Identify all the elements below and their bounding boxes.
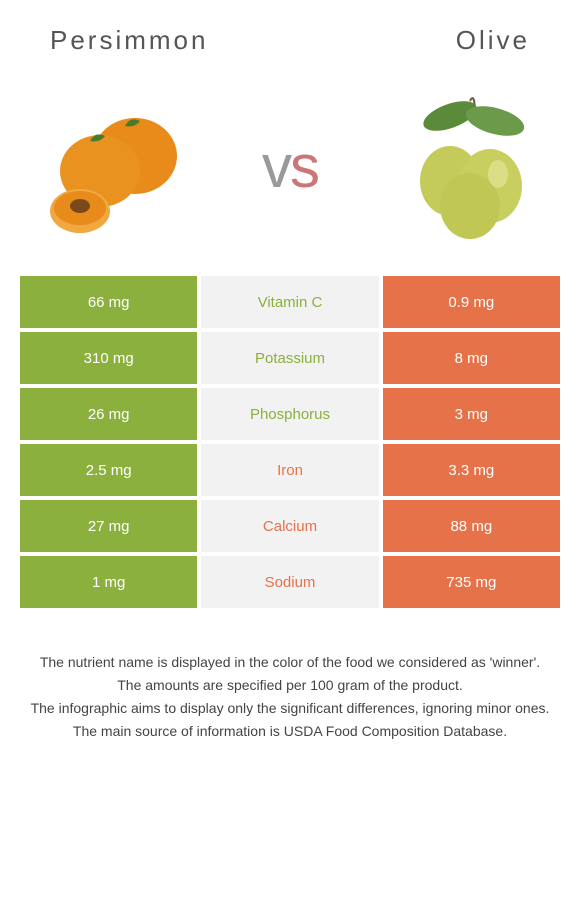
table-row: 66 mgVitamin C0.9 mg xyxy=(20,276,560,328)
nutrient-label: Calcium xyxy=(201,500,378,552)
header: Persimmon Olive xyxy=(0,0,580,66)
left-value: 310 mg xyxy=(20,332,197,384)
table-row: 310 mgPotassium8 mg xyxy=(20,332,560,384)
table-row: 1 mgSodium735 mg xyxy=(20,556,560,608)
nutrient-label: Potassium xyxy=(201,332,378,384)
left-value: 66 mg xyxy=(20,276,197,328)
footer-notes: The nutrient name is displayed in the co… xyxy=(0,612,580,742)
olive-image xyxy=(380,86,550,246)
nutrient-table: 66 mgVitamin C0.9 mg310 mgPotassium8 mg2… xyxy=(0,276,580,608)
footer-line: The main source of information is USDA F… xyxy=(20,721,560,742)
right-value: 735 mg xyxy=(383,556,560,608)
left-value: 1 mg xyxy=(20,556,197,608)
left-value: 2.5 mg xyxy=(20,444,197,496)
right-value: 8 mg xyxy=(383,332,560,384)
footer-line: The nutrient name is displayed in the co… xyxy=(20,652,560,673)
table-row: 26 mgPhosphorus3 mg xyxy=(20,388,560,440)
left-value: 26 mg xyxy=(20,388,197,440)
images-row: vs xyxy=(0,66,580,276)
right-value: 88 mg xyxy=(383,500,560,552)
nutrient-label: Phosphorus xyxy=(201,388,378,440)
left-value: 27 mg xyxy=(20,500,197,552)
right-value: 0.9 mg xyxy=(383,276,560,328)
persimmon-image xyxy=(30,86,200,246)
nutrient-label: Sodium xyxy=(201,556,378,608)
table-row: 2.5 mgIron3.3 mg xyxy=(20,444,560,496)
right-food-title: Olive xyxy=(456,25,530,56)
left-food-title: Persimmon xyxy=(50,25,208,56)
nutrient-label: Vitamin C xyxy=(201,276,378,328)
right-value: 3 mg xyxy=(383,388,560,440)
vs-label: vs xyxy=(262,132,318,201)
nutrient-label: Iron xyxy=(201,444,378,496)
table-row: 27 mgCalcium88 mg xyxy=(20,500,560,552)
footer-line: The infographic aims to display only the… xyxy=(20,698,560,719)
footer-line: The amounts are specified per 100 gram o… xyxy=(20,675,560,696)
right-value: 3.3 mg xyxy=(383,444,560,496)
